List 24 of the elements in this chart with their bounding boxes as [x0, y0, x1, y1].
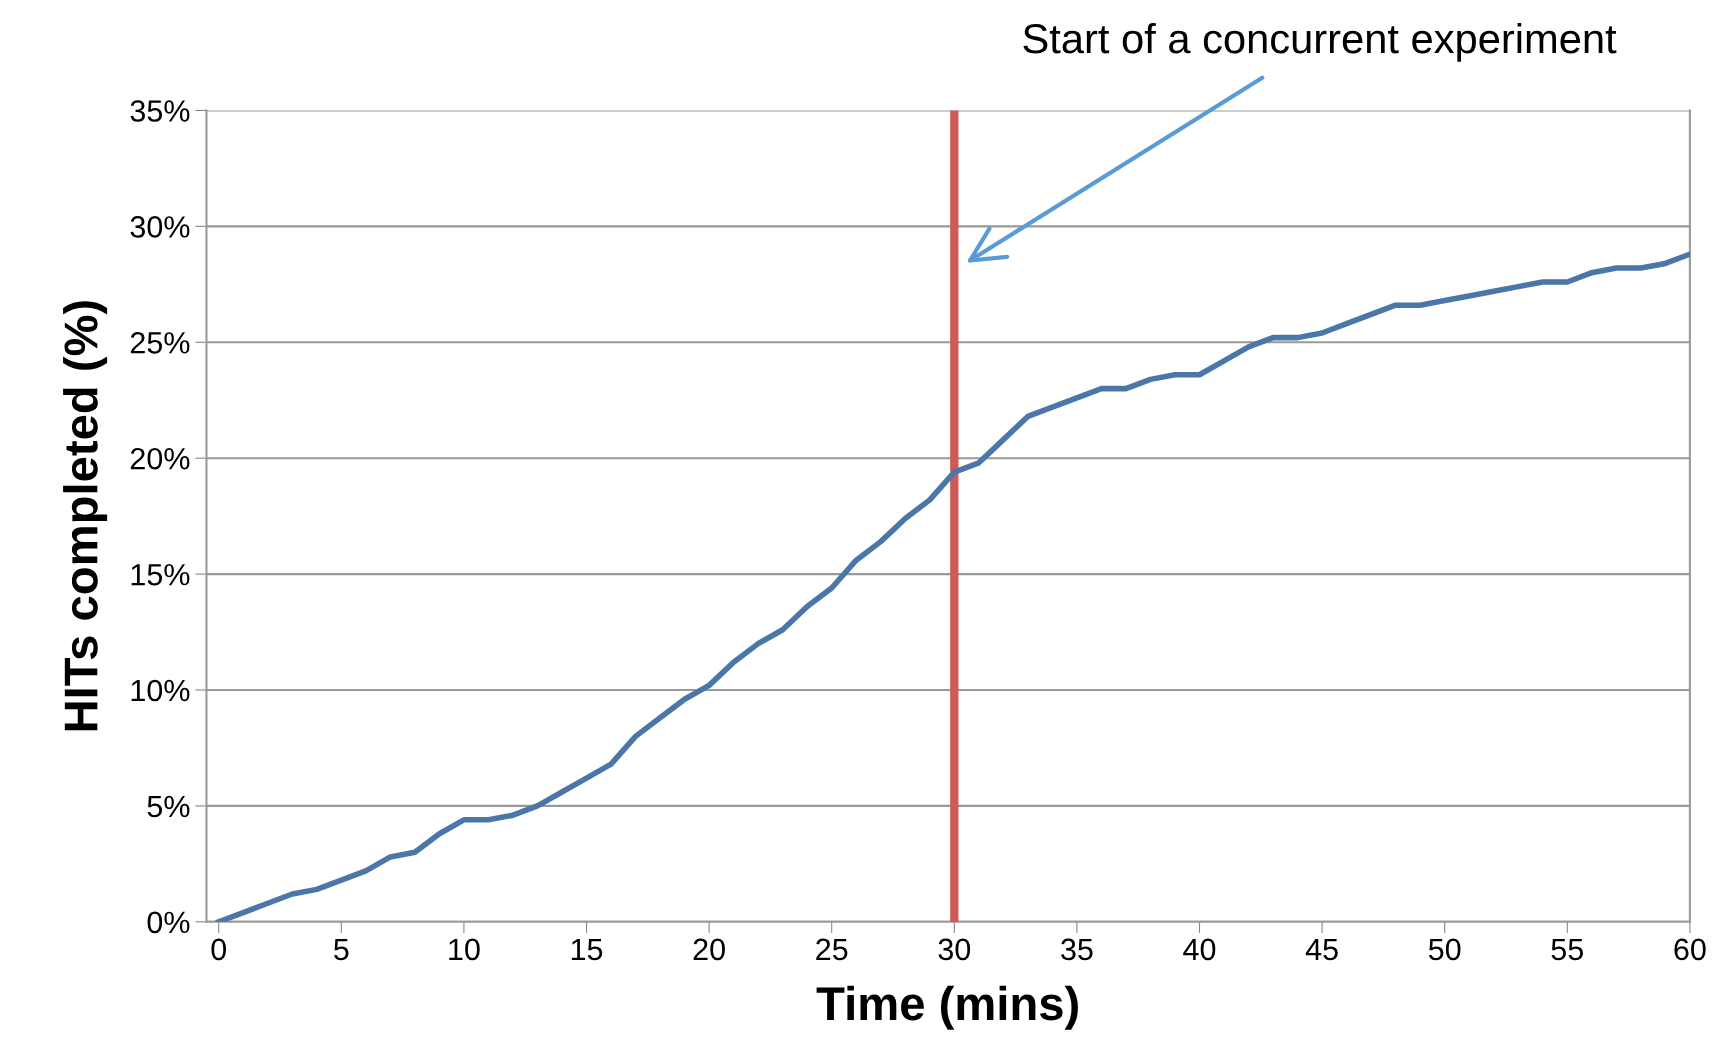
x-tick-label: 40 [1183, 938, 1216, 961]
x-tick-label: 45 [1305, 938, 1338, 961]
x-tick-label: 55 [1551, 938, 1584, 961]
x-tick-label: 25 [816, 938, 848, 961]
x-tick-label: 30 [938, 938, 971, 961]
x-tick-label: 10 [449, 938, 480, 961]
x-tick-label: 35 [1061, 938, 1093, 961]
y-tick-label: 5% [147, 795, 190, 818]
x-tick-label: 20 [693, 938, 725, 961]
y-tick-label: 20% [130, 447, 190, 470]
x-tick-label: 15 [571, 938, 603, 961]
x-tick-label: 50 [1428, 938, 1461, 961]
y-tick-label: 25% [130, 332, 190, 354]
x-tick-label: 0 [211, 938, 227, 961]
y-tick-label: 35% [130, 100, 190, 122]
y-axis-title: HITs completed (%) [63, 301, 108, 731]
x-tick-label: 60 [1674, 938, 1706, 961]
y-tick-label: 15% [131, 563, 190, 586]
y-tick-label: 0% [147, 911, 190, 934]
y-tick-label: 10% [131, 679, 190, 702]
x-tick-label: 5 [334, 938, 349, 961]
y-tick-label: 30% [130, 216, 190, 238]
ref-line-label: Start of a concurrent experiment [1023, 22, 1617, 62]
x-axis-title: Time (mins) [816, 985, 1078, 1030]
